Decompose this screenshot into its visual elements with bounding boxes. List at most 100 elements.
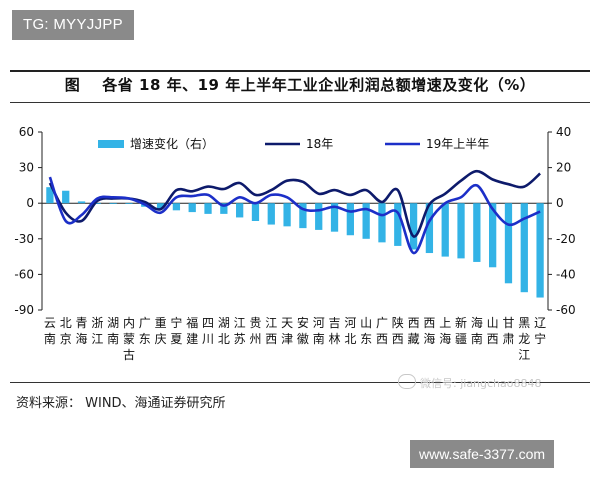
category-label: 山 bbox=[487, 316, 499, 330]
category-label: 广 bbox=[139, 316, 151, 330]
category-label: 西 bbox=[392, 332, 404, 346]
category-label: 湖 bbox=[218, 315, 230, 330]
category-label: 吉 bbox=[329, 316, 341, 330]
category-label: 安 bbox=[297, 315, 309, 330]
wechat-icon bbox=[398, 374, 416, 389]
category-label: 肃 bbox=[502, 332, 514, 346]
category-label: 江 bbox=[91, 332, 103, 346]
category-label: 南 bbox=[471, 331, 483, 346]
category-label: 四 bbox=[202, 316, 214, 330]
right-tick-label: 40 bbox=[556, 125, 571, 139]
bar-江西 bbox=[267, 203, 275, 225]
category-label: 海 bbox=[423, 331, 435, 346]
category-label: 浙 bbox=[91, 316, 103, 330]
category-label: 西 bbox=[423, 316, 435, 330]
category-label: 上 bbox=[439, 316, 451, 330]
category-label: 津 bbox=[281, 332, 293, 346]
right-tick-label: -40 bbox=[556, 267, 576, 281]
category-label: 北 bbox=[60, 316, 72, 330]
category-label: 北 bbox=[218, 332, 230, 346]
bar-宁夏 bbox=[172, 203, 181, 211]
bar-四川 bbox=[204, 203, 212, 214]
bar-西海 bbox=[425, 203, 434, 254]
bar-浙江 bbox=[93, 203, 101, 204]
bar-天津 bbox=[283, 203, 291, 227]
bar-贵州 bbox=[251, 203, 260, 221]
category-label: 新 bbox=[455, 315, 467, 330]
title-text: 各省 18 年、19 年上半年工业企业利润总额增速及变化（%） bbox=[102, 76, 536, 94]
site-banner: www.safe-3377.com bbox=[410, 440, 555, 468]
left-tick-label: 60 bbox=[19, 125, 34, 139]
category-label: 南 bbox=[313, 331, 325, 346]
bar-福建 bbox=[188, 203, 196, 213]
right-tick-label: 0 bbox=[556, 196, 564, 210]
category-label: 北 bbox=[344, 332, 356, 346]
bar-海南 bbox=[473, 203, 481, 262]
left-tick-label: 30 bbox=[19, 161, 34, 175]
category-label: 龙 bbox=[518, 332, 530, 346]
category-label: 天 bbox=[281, 316, 293, 330]
category-label: 疆 bbox=[455, 332, 467, 346]
bar-新疆 bbox=[457, 203, 465, 259]
category-label: 东 bbox=[360, 332, 372, 346]
line-19h1 bbox=[48, 176, 541, 255]
category-label: 古 bbox=[123, 347, 135, 362]
category-label: 江 bbox=[234, 316, 246, 330]
category-label: 湖 bbox=[107, 315, 119, 330]
category-label: 河 bbox=[313, 316, 325, 330]
category-label: 南 bbox=[44, 331, 56, 346]
bar-湖南 bbox=[109, 203, 117, 204]
category-label: 川 bbox=[202, 332, 214, 346]
left-tick-label: -90 bbox=[14, 303, 34, 317]
category-label: 贵 bbox=[249, 316, 261, 330]
category-label: 重 bbox=[155, 316, 167, 330]
right-tick-label: -60 bbox=[556, 303, 576, 317]
bar-重庆 bbox=[156, 203, 165, 209]
wechat-watermark: 微信号: jiangchao8848 bbox=[398, 374, 542, 391]
category-label: 西 bbox=[408, 316, 420, 330]
category-label: 福 bbox=[186, 315, 198, 330]
category-label: 京 bbox=[60, 332, 72, 346]
category-label: 藏 bbox=[408, 332, 420, 346]
category-label: 内 bbox=[123, 316, 135, 330]
right-tick-label: -20 bbox=[556, 232, 576, 246]
bar-内蒙古 bbox=[125, 203, 133, 204]
legend-label-18: 18年 bbox=[306, 137, 333, 151]
bar-甘肃 bbox=[504, 203, 513, 284]
bar-黑龙江 bbox=[520, 203, 528, 293]
bar-山西 bbox=[489, 203, 497, 268]
category-label: 江 bbox=[265, 316, 277, 330]
category-label: 宁 bbox=[170, 315, 182, 330]
bar-辽宁 bbox=[536, 203, 544, 298]
category-label: 河 bbox=[344, 316, 356, 330]
category-label: 徽 bbox=[297, 331, 309, 346]
wechat-watermark-text: 微信号: jiangchao8848 bbox=[420, 377, 542, 390]
category-label: 东 bbox=[139, 332, 151, 346]
category-label: 宁 bbox=[534, 331, 546, 346]
category-label: 庆 bbox=[155, 332, 167, 346]
category-label: 陕 bbox=[392, 315, 404, 330]
source-note: 资料来源： WIND、海通证券研究所 bbox=[16, 396, 226, 411]
category-label: 夏 bbox=[170, 332, 182, 346]
category-label: 海 bbox=[471, 315, 483, 330]
bar-湖北 bbox=[220, 203, 228, 214]
title-top-rule bbox=[10, 70, 590, 72]
bar-西藏 bbox=[409, 203, 418, 250]
source-rule bbox=[10, 382, 590, 383]
bar-安徽 bbox=[299, 203, 307, 229]
category-label: 西 bbox=[265, 332, 277, 346]
category-label: 辽 bbox=[534, 316, 546, 330]
category-label: 广 bbox=[376, 316, 388, 330]
category-label: 江 bbox=[518, 348, 530, 362]
bar-江苏 bbox=[236, 203, 244, 218]
right-tick-label: 20 bbox=[556, 161, 571, 175]
bar-河南 bbox=[315, 203, 323, 230]
bar-河北 bbox=[346, 203, 354, 236]
bar-陕西 bbox=[394, 203, 402, 246]
bar-云南 bbox=[46, 187, 54, 204]
legend-swatch-bar bbox=[98, 140, 124, 148]
category-label: 林 bbox=[329, 332, 341, 346]
title-bottom-rule bbox=[10, 102, 590, 103]
bar-吉林 bbox=[330, 203, 339, 232]
figure-label: 图 bbox=[64, 76, 81, 94]
